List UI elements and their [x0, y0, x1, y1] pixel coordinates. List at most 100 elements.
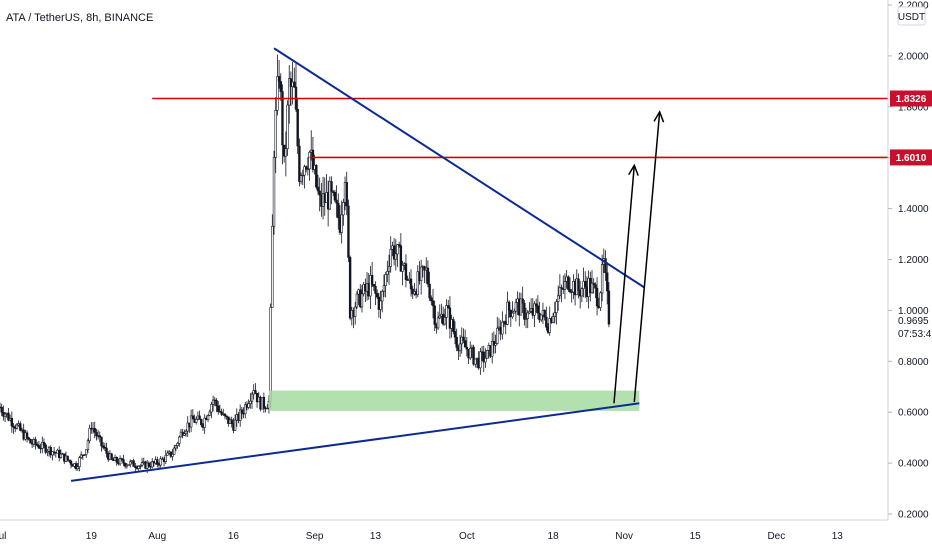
candle-body: [433, 305, 436, 325]
candle-body: [296, 108, 299, 147]
candle-body: [426, 267, 430, 285]
candle-body: [200, 419, 203, 426]
candle-body: [545, 316, 548, 328]
candle-body: [507, 301, 511, 311]
candle-body: [52, 451, 56, 453]
currency-button-label[interactable]: USDT: [898, 12, 925, 23]
candle-body: [164, 454, 167, 462]
candle-body: [521, 298, 524, 304]
candle-body: [7, 412, 10, 421]
candle-body: [41, 441, 44, 449]
candle-body: [10, 417, 14, 427]
y-tick-label: 0.2000: [898, 510, 929, 521]
candle-body: [355, 293, 359, 308]
y-tick-label: 1.0000: [898, 306, 929, 317]
candle-body: [524, 318, 528, 320]
candle-body: [340, 214, 343, 233]
candle-body: [134, 466, 137, 468]
candle-body: [211, 399, 215, 405]
support-zone-layer: [268, 390, 640, 411]
candle-body: [176, 443, 179, 446]
candle-body: [189, 415, 193, 428]
candle-body: [203, 417, 206, 428]
countdown: 07:53:41: [898, 329, 932, 340]
support-zone: [268, 390, 640, 411]
candle-body: [604, 258, 607, 274]
y-tick-label: 2.2000: [898, 1, 929, 12]
candle-body: [123, 462, 127, 467]
candle-body: [184, 430, 188, 435]
candle-body: [506, 301, 509, 325]
candle-body: [36, 444, 39, 446]
candle-body: [397, 244, 401, 247]
candle-body: [526, 312, 529, 319]
candle-body: [85, 449, 88, 455]
candle-body: [140, 462, 144, 466]
candle-body: [558, 287, 562, 297]
candle-body: [266, 407, 269, 410]
candle-body: [306, 168, 310, 170]
candle-body: [372, 284, 376, 287]
candle-body: [171, 453, 174, 457]
candle-body: [238, 409, 242, 421]
candle-body: [389, 248, 392, 267]
candle-body: [599, 292, 602, 308]
candle-body: [51, 451, 54, 456]
currency-button[interactable]: USDT: [897, 6, 926, 26]
x-tick-label: Oct: [459, 531, 475, 542]
currency-button-frame[interactable]: [897, 6, 926, 26]
price-tag-bg: [890, 149, 932, 166]
candle-body: [469, 347, 472, 359]
candle-body: [316, 186, 320, 192]
x-axis[interactable]: Jul 19 Aug 16 Sep 13 Oct 18 Nov 15 Dec 13: [0, 531, 843, 542]
y-axis[interactable]: 0.2000 0.4000 0.6000 0.8000 1.0000 1.2000 1.40…: [888, 1, 929, 521]
candle-body: [137, 466, 140, 469]
candle-body: [375, 293, 379, 298]
candle-body: [250, 393, 254, 402]
candle-body: [98, 435, 101, 438]
candle-body: [384, 274, 387, 286]
candle-body: [79, 454, 83, 458]
candle-body: [88, 427, 91, 442]
candle-body: [249, 400, 252, 404]
candle-body: [86, 440, 90, 450]
candle-body: [523, 302, 526, 320]
candle-body: [315, 165, 318, 188]
arrow-shaft: [633, 111, 661, 403]
candle-body: [191, 415, 195, 420]
candle-body: [230, 419, 233, 424]
candle-body: [69, 460, 73, 465]
candle-body: [556, 295, 560, 302]
candle-body: [448, 307, 452, 329]
candle-body: [353, 306, 357, 317]
candle-body: [304, 166, 308, 170]
price-tag-label: 1.6010: [896, 153, 927, 164]
candle-body: [198, 415, 201, 420]
candle-body: [83, 454, 86, 456]
candle-body: [37, 445, 41, 449]
candle-body: [465, 346, 469, 350]
candle-body: [215, 399, 218, 407]
candle-body: [19, 423, 22, 431]
candle-body: [216, 405, 220, 412]
candle-body: [101, 445, 105, 448]
candle-body: [103, 447, 107, 449]
candle-body: [369, 275, 372, 297]
candle-body: [428, 283, 431, 299]
candle-body: [262, 396, 266, 409]
candle-body: [536, 305, 540, 314]
candle-body: [438, 315, 441, 319]
candle-body: [299, 175, 303, 182]
candle-body: [430, 297, 433, 302]
x-tick-label: Dec: [767, 531, 785, 542]
candle-body: [29, 438, 32, 444]
candle-body: [178, 436, 181, 444]
candle-body: [445, 305, 448, 318]
candle-body: [458, 343, 462, 352]
trendline-descending: [273, 47, 645, 289]
candle-body: [223, 413, 227, 417]
candle-body: [274, 110, 277, 158]
candle-body: [233, 419, 237, 431]
candle-body: [560, 287, 563, 289]
